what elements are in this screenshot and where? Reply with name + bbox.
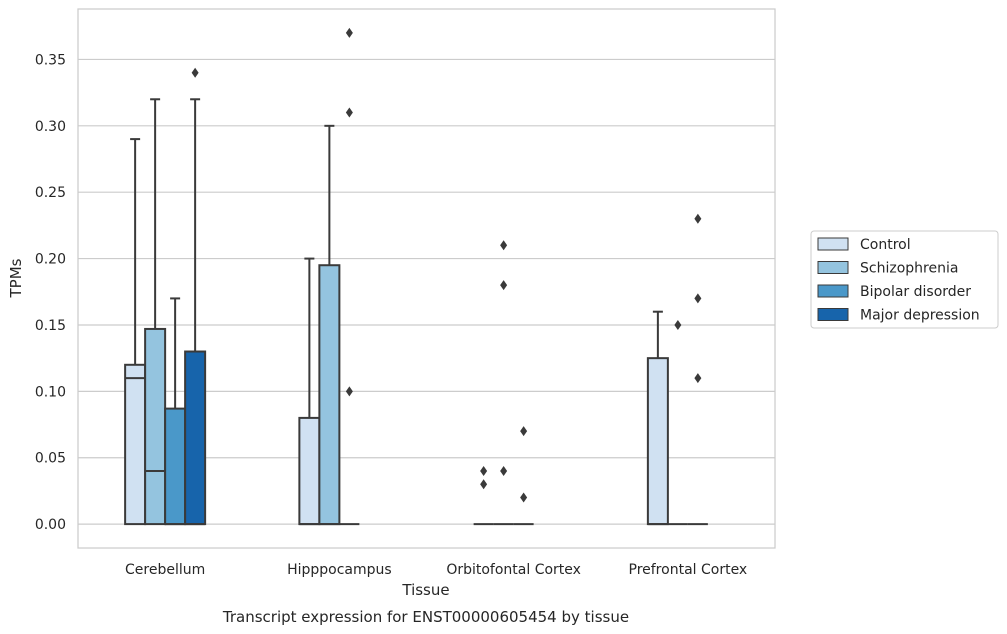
legend-swatch	[817, 261, 849, 274]
legend-swatch	[817, 284, 849, 298]
box-body	[164, 407, 187, 526]
outlier-point	[520, 492, 528, 503]
legend-label: Schizophrenia	[860, 261, 958, 277]
box-schizophrenia	[144, 98, 167, 526]
box-schizophrenia	[667, 319, 688, 526]
y-tick-label: 0.00	[35, 517, 66, 533]
box-body	[318, 264, 341, 526]
outlier-point	[345, 386, 353, 397]
box-bipolar-disorder	[339, 27, 360, 526]
outlier-point	[694, 213, 702, 224]
box-body	[124, 363, 147, 526]
y-tick-label: 0.35	[35, 52, 66, 68]
box-control	[473, 466, 494, 526]
outlier-point	[674, 319, 682, 330]
box-body	[184, 350, 207, 526]
y-tick-label: 0.20	[35, 252, 66, 268]
box-bipolar-disorder	[513, 426, 534, 526]
box-body	[646, 357, 669, 526]
y-tick-label: 0.15	[35, 318, 66, 334]
outlier-point	[191, 67, 199, 78]
box-body	[144, 327, 167, 526]
box-bipolar-disorder	[164, 297, 187, 526]
y-axis-title: TPMs	[7, 258, 25, 298]
outlier-point	[480, 479, 488, 490]
x-axis-title: Tissue	[401, 581, 449, 599]
outlier-point	[694, 293, 702, 304]
legend-label: Control	[860, 237, 911, 253]
x-tick-label: Orbitofontal Cortex	[446, 562, 581, 578]
box-bipolar-disorder	[687, 213, 708, 526]
plot-frame	[77, 8, 776, 549]
legend-swatch	[817, 237, 849, 251]
x-axis-ticks: Cerebellum Hipppocampus Orbitofontal Corte…	[125, 562, 747, 578]
box-control	[646, 310, 669, 526]
outlier-point	[480, 466, 488, 476]
y-axis-ticks: 0.00 0.05 0.10 0.15 0.20 0.25 0.30 0.35	[35, 52, 66, 533]
box-schizophrenia	[493, 240, 514, 526]
chart-caption: Transcript expression for ENST0000060545…	[222, 608, 629, 626]
x-tick-label: Hipppocampus	[287, 562, 392, 578]
outlier-point	[694, 373, 702, 384]
x-tick-label: Cerebellum	[125, 562, 205, 578]
outlier-point	[500, 466, 508, 476]
outlier-point	[345, 27, 353, 38]
legend-swatch	[817, 308, 849, 321]
legend-label: Major depression	[860, 308, 980, 324]
legend: Control Schizophrenia Bipolar disorder Majo…	[810, 230, 999, 329]
outlier-point	[345, 107, 353, 118]
y-tick-label: 0.10	[35, 384, 66, 400]
outlier-point	[500, 280, 508, 291]
box-control	[124, 138, 147, 526]
outlier-point	[500, 240, 508, 251]
box-schizophrenia	[318, 124, 341, 526]
y-tick-label: 0.30	[35, 119, 66, 135]
box-body	[298, 416, 321, 526]
y-tick-label: 0.25	[35, 185, 66, 201]
outlier-point	[520, 426, 528, 437]
y-tick-label: 0.05	[35, 451, 66, 467]
legend-frame	[810, 230, 999, 329]
box-major-depression	[184, 67, 207, 526]
x-tick-label: Prefrontal Cortex	[629, 562, 748, 578]
legend-label: Bipolar disorder	[860, 284, 971, 300]
boxes	[124, 27, 708, 526]
